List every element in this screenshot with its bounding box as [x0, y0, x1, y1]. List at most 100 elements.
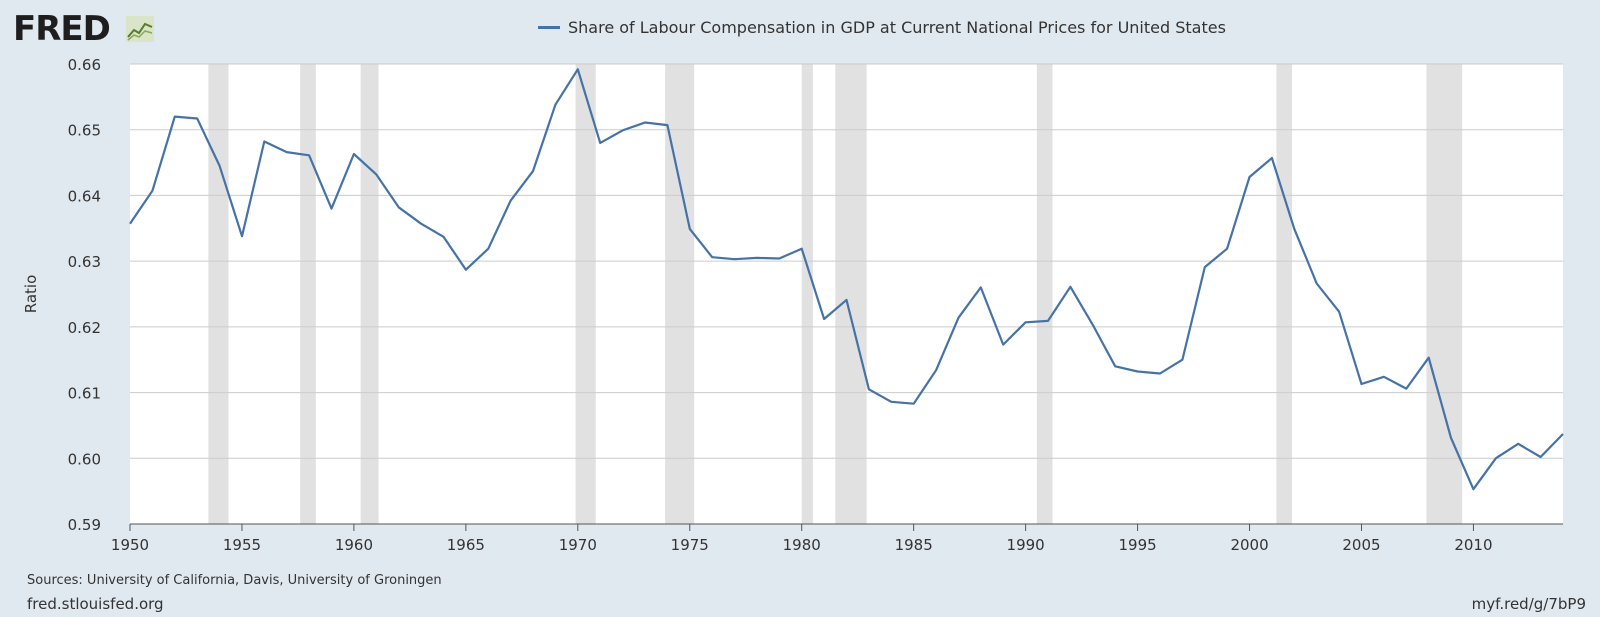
- data-point: [373, 171, 379, 177]
- recession-band: [575, 64, 596, 524]
- data-point: [306, 152, 312, 158]
- data-point: [978, 284, 984, 290]
- legend-entry[interactable]: Share of Labour Compensation in GDP at C…: [538, 18, 1226, 37]
- y-tick-label: 0.59: [68, 516, 101, 534]
- data-point: [888, 399, 894, 405]
- data-point: [1224, 246, 1230, 252]
- data-point: [1538, 454, 1544, 460]
- x-tick-label: 1955: [223, 536, 261, 554]
- data-point: [1448, 435, 1454, 441]
- data-point: [709, 254, 715, 260]
- data-point: [575, 66, 581, 72]
- data-point: [620, 127, 626, 133]
- y-tick-label: 0.60: [68, 450, 101, 468]
- x-tick-label: 2000: [1230, 536, 1268, 554]
- data-point: [1336, 309, 1342, 315]
- data-point: [911, 401, 917, 407]
- data-point: [127, 221, 133, 227]
- y-axis-title: Ratio: [22, 275, 40, 314]
- data-point: [1403, 386, 1409, 392]
- data-point: [955, 315, 961, 321]
- fred-logo[interactable]: FRED: [13, 9, 111, 49]
- data-point: [1067, 284, 1073, 290]
- data-point: [732, 256, 738, 262]
- data-point: [1269, 155, 1275, 161]
- data-point: [485, 246, 491, 252]
- data-point: [1560, 431, 1566, 437]
- recession-band: [208, 64, 229, 524]
- x-tick-label: 1995: [1118, 536, 1156, 554]
- data-point: [351, 151, 357, 157]
- data-point: [396, 204, 402, 210]
- data-point: [776, 256, 782, 262]
- data-point: [1202, 264, 1208, 270]
- data-point: [1135, 369, 1141, 375]
- data-point: [1291, 226, 1297, 232]
- x-tick-label: 1970: [559, 536, 597, 554]
- legend-label: Share of Labour Compensation in GDP at C…: [568, 18, 1226, 37]
- recession-band: [1276, 64, 1293, 524]
- y-tick-label: 0.66: [68, 56, 101, 74]
- data-point: [933, 367, 939, 373]
- data-point: [642, 119, 648, 125]
- data-point: [866, 386, 872, 392]
- data-point: [552, 102, 558, 108]
- data-point: [844, 297, 850, 303]
- axes: 0.59 0.60 0.61 0.62 0.63 0.64 0.65 0.66 1950 1955…: [22, 56, 1563, 554]
- data-point: [664, 122, 670, 128]
- y-tick-label: 0.62: [68, 319, 101, 337]
- data-point: [508, 198, 514, 204]
- data-point: [149, 188, 155, 194]
- recession-band: [300, 64, 316, 524]
- y-tick-label: 0.63: [68, 253, 101, 271]
- x-tick-label: 1960: [335, 536, 373, 554]
- data-point: [1358, 381, 1364, 387]
- data-point: [463, 267, 469, 273]
- data-point: [1470, 486, 1476, 492]
- data-point: [1493, 455, 1499, 461]
- x-tick-label: 2005: [1342, 536, 1380, 554]
- recession-band: [360, 64, 379, 524]
- data-point: [329, 206, 335, 212]
- site-link[interactable]: fred.stlouisfed.org: [27, 595, 164, 613]
- x-tick-label: 1980: [783, 536, 821, 554]
- x-tick-label: 2010: [1454, 536, 1492, 554]
- data-point: [194, 116, 200, 122]
- data-point: [1515, 441, 1521, 447]
- data-point: [1045, 318, 1051, 324]
- short-url-link[interactable]: myf.red/g/7bP9: [1471, 595, 1586, 613]
- data-point: [799, 246, 805, 252]
- data-point: [1381, 374, 1387, 380]
- recession-band: [801, 64, 813, 524]
- data-point: [754, 255, 760, 261]
- x-tick-label: 1990: [1007, 536, 1045, 554]
- recession-band: [1426, 64, 1463, 524]
- data-point: [1157, 371, 1163, 377]
- chart-header: FRED Share of Labour Compensation in GDP…: [0, 0, 1600, 58]
- recession-band: [835, 64, 867, 524]
- data-point: [1247, 174, 1253, 180]
- data-point: [418, 221, 424, 227]
- data-point: [1090, 322, 1096, 328]
- x-tick-label: 1975: [671, 536, 709, 554]
- series-layer: [127, 66, 1566, 492]
- data-point: [440, 234, 446, 240]
- data-point: [217, 163, 223, 169]
- recession-band: [1036, 64, 1053, 524]
- x-tick-label: 1985: [895, 536, 933, 554]
- y-tick-label: 0.65: [68, 122, 101, 140]
- x-tick-label: 1950: [111, 536, 149, 554]
- data-point: [239, 233, 245, 239]
- sources-note: Sources: University of California, Davis…: [27, 573, 442, 588]
- data-point: [1314, 280, 1320, 286]
- data-point: [261, 139, 267, 145]
- data-point: [1426, 355, 1432, 361]
- fred-graph-icon: [126, 16, 154, 42]
- legend-swatch: [538, 26, 560, 29]
- series-line[interactable]: [129, 68, 1564, 491]
- data-point: [1023, 319, 1029, 325]
- data-point: [530, 168, 536, 174]
- y-tick-label: 0.61: [68, 385, 101, 403]
- data-point: [1000, 342, 1006, 348]
